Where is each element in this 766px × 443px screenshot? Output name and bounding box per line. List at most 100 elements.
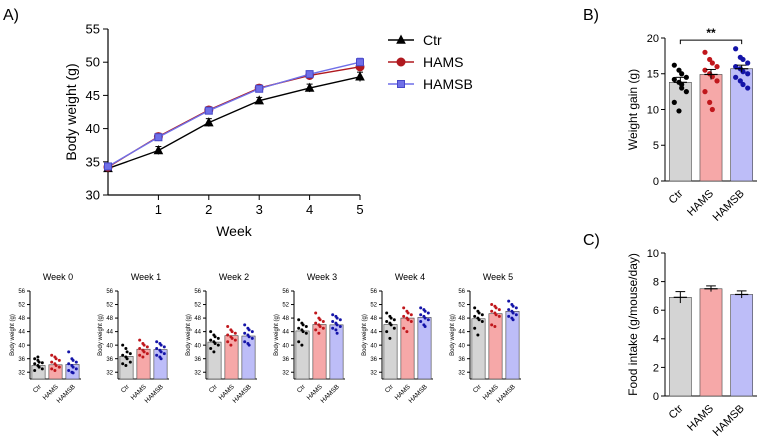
week-panel-y-tick-label: 52 xyxy=(18,303,25,309)
week-panel-dot-ctr xyxy=(128,360,132,364)
week-panel-y-tick-label: 52 xyxy=(194,303,201,309)
week-panel-dot-ctr xyxy=(297,326,301,330)
week-panel-y-axis-title: Body weight (g) xyxy=(274,314,280,356)
panel-b-dot-ctr xyxy=(676,108,682,114)
week-panel-bar-ctr xyxy=(295,330,310,380)
week-panel-y-tick-label: 32 xyxy=(106,370,113,376)
week-panel-y-axis-title: Body weight (g) xyxy=(10,314,16,356)
week-panel-dot-ctr xyxy=(301,323,305,327)
panel-b-dot-hams xyxy=(707,99,713,105)
week-panel-dot-hams xyxy=(138,338,142,342)
week-panel-y-tick-label: 44 xyxy=(458,330,465,336)
data-point-ctr xyxy=(355,71,365,81)
week-panel-y-axis-title: Body weight (g) xyxy=(98,314,104,356)
panel-a-x-axis-title: Week xyxy=(216,223,253,239)
panel-b-dot-hams xyxy=(702,67,708,73)
series-line-ctr xyxy=(107,76,361,170)
week-panel-dot-ctr xyxy=(385,311,389,315)
week-panel-dot-hamsb xyxy=(507,314,511,318)
week-panel-dot-ctr xyxy=(33,357,37,361)
panel-c-bar-hamsb xyxy=(730,294,754,397)
week-panel-y-tick-label: 40 xyxy=(106,343,113,349)
week-panel-dot-ctr xyxy=(389,323,393,327)
week-panel-dot-ctr xyxy=(121,353,125,357)
week-panel-dot-hams xyxy=(406,318,410,322)
week-panel-dot-ctr xyxy=(297,318,301,322)
week-panel-y-tick-label: 56 xyxy=(370,289,377,295)
week-panel-dot-hamsb xyxy=(155,340,159,344)
panel-a-y-tick-label: 55 xyxy=(86,22,100,37)
week-panel-y-tick-label: 32 xyxy=(18,370,25,376)
data-point-ctr xyxy=(254,95,265,105)
week-panel-dot-hamsb xyxy=(426,311,430,315)
data-point-hamsb xyxy=(204,106,213,115)
significance-marker: ** xyxy=(706,26,716,40)
panel-a-x-tick-label: 1 xyxy=(155,202,162,217)
panel-b-category-label-ctr: Ctr xyxy=(667,187,686,206)
week-panel-dot-hamsb xyxy=(419,319,423,323)
week-panel-dot-hams xyxy=(57,365,61,369)
week-panel-dot-hamsb xyxy=(162,345,166,349)
week-panel-dot-hams xyxy=(229,343,233,347)
week-panel-dot-ctr xyxy=(121,362,125,366)
week-panel-dot-hams xyxy=(493,325,497,329)
week-panel-dot-ctr xyxy=(33,362,37,366)
week-panel-dot-ctr xyxy=(389,316,393,320)
week-panel-dot-hamsb xyxy=(243,340,247,344)
week-panel-dot-hams xyxy=(226,340,230,344)
week-panel-dot-ctr xyxy=(124,347,128,351)
week-panel-dot-ctr xyxy=(213,335,217,339)
week-panel-category-label-ctr: Ctr xyxy=(472,383,484,395)
week-panel-dot-ctr xyxy=(473,314,477,318)
week-panel-dot-hamsb xyxy=(250,336,254,340)
week-panel-dot-hams xyxy=(50,353,54,357)
week-panel-dot-ctr xyxy=(477,318,481,322)
legend-marker-hamsb xyxy=(397,80,405,88)
week-panel-dot-hams xyxy=(406,311,410,315)
panel-a-y-tick-label: 45 xyxy=(86,88,100,103)
week-panel-dot-ctr xyxy=(216,343,220,347)
week-panel-dot-hams xyxy=(145,352,149,356)
panel-b-dot-hams xyxy=(707,56,713,63)
week-panel-y-tick-label: 36 xyxy=(370,357,377,363)
week-panel-dot-ctr xyxy=(476,333,480,337)
panel-b-dot-ctr xyxy=(671,99,677,105)
week-panel-dot-hamsb xyxy=(74,367,78,371)
week-panel-dot-hams xyxy=(145,345,149,349)
week-panel-dot-hamsb xyxy=(247,328,251,332)
week-panel-dot-hamsb xyxy=(334,328,338,332)
week-panel-dot-hamsb xyxy=(514,313,518,317)
week-panel-category-label-ctr: Ctr xyxy=(208,383,220,395)
week-panel-dot-ctr xyxy=(392,318,396,322)
series-line-hamsb xyxy=(107,61,361,168)
week-panel-y-tick-label: 52 xyxy=(458,303,465,309)
week-panel-y-tick-label: 40 xyxy=(18,343,25,349)
legend-marker-hams xyxy=(396,57,406,67)
week-panel-dot-ctr xyxy=(301,330,305,334)
week-panel-dot-ctr xyxy=(385,330,389,334)
week-panel-dot-hams xyxy=(54,363,58,367)
week-panel-category-label-ctr: Ctr xyxy=(384,383,396,395)
week-panel-y-tick-label: 36 xyxy=(458,357,465,363)
week-panel-y-tick-label: 56 xyxy=(282,289,289,295)
legend-marker-ctr xyxy=(396,34,406,44)
week-panel-dot-hamsb xyxy=(511,311,515,315)
panel-b-dot-hamsb xyxy=(745,60,751,66)
week-panel-bar-hams xyxy=(488,313,503,380)
week-panel-dot-hams xyxy=(138,347,142,351)
week-panel-dot-hamsb xyxy=(331,319,335,323)
week-panel-category-label-hamsb: HAMSB xyxy=(496,383,517,404)
panel-a-y-tick-label: 50 xyxy=(86,55,100,70)
week-panel-dot-hamsb xyxy=(511,318,515,322)
panel-b-dot-hams xyxy=(702,49,708,55)
week-panel-dot-hamsb xyxy=(331,313,335,317)
week-panel-y-tick-label: 40 xyxy=(282,343,289,349)
week-panel-y-tick-label: 44 xyxy=(18,330,25,336)
week-panel-dot-hamsb xyxy=(423,325,427,329)
week-panel-y-tick-label: 32 xyxy=(370,370,377,376)
panel-b-y-tick-label: 10 xyxy=(647,104,659,116)
week-panel-dot-ctr xyxy=(304,325,308,329)
panel-b-dot-hamsb xyxy=(733,46,739,52)
week-panel-dot-hamsb xyxy=(426,318,430,322)
week-panel-dot-hams xyxy=(57,358,61,362)
